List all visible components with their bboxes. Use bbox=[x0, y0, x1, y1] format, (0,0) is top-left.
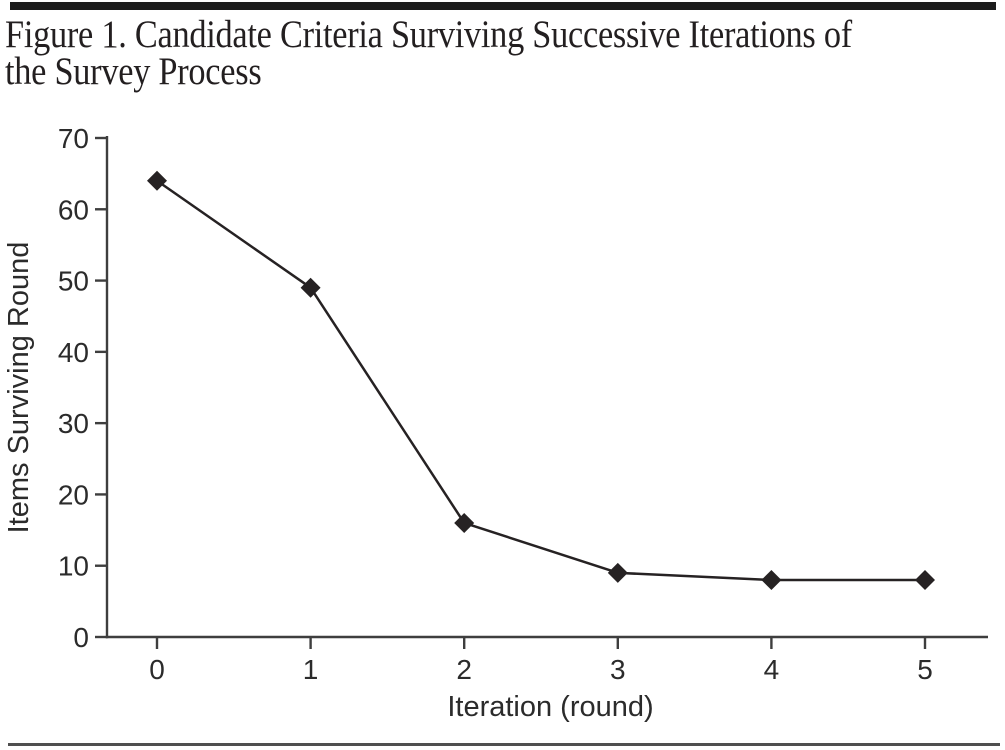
x-tick-label: 2 bbox=[456, 654, 472, 685]
figure-top-rule bbox=[10, 2, 996, 10]
y-tick-label: 10 bbox=[58, 551, 89, 582]
y-tick-label: 70 bbox=[58, 123, 89, 154]
data-line bbox=[156, 179, 925, 582]
figure-title-line-1: Figure 1. Candidate Criteria Surviving S… bbox=[5, 13, 852, 56]
y-tick-label: 30 bbox=[58, 408, 89, 439]
y-tick-label: 0 bbox=[73, 622, 89, 653]
figure-title-line-2: the Survey Process bbox=[5, 50, 262, 93]
data-point-marker bbox=[300, 277, 321, 298]
x-axis-title: Iteration (round) bbox=[447, 691, 653, 723]
y-tick-label: 50 bbox=[58, 266, 89, 297]
x-tick-label: 5 bbox=[917, 654, 933, 685]
data-point-marker bbox=[761, 569, 782, 590]
x-tick-label: 1 bbox=[303, 654, 319, 685]
x-tick-label: 3 bbox=[610, 654, 626, 685]
x-tick-label: 0 bbox=[149, 654, 165, 685]
y-tick-label: 20 bbox=[58, 479, 89, 510]
y-tick-label: 40 bbox=[58, 337, 89, 368]
data-point-marker bbox=[915, 569, 935, 590]
figure-title: Figure 1. Candidate Criteria Surviving S… bbox=[5, 13, 1005, 93]
x-tick-label: 4 bbox=[764, 654, 780, 685]
data-point-marker bbox=[607, 562, 628, 583]
y-tick-label: 60 bbox=[58, 194, 89, 225]
data-point-marker bbox=[454, 512, 475, 533]
data-point-marker bbox=[147, 170, 167, 191]
y-axis-title: Items Surviving Round bbox=[3, 242, 35, 534]
figure-bottom-rule bbox=[8, 743, 1000, 746]
